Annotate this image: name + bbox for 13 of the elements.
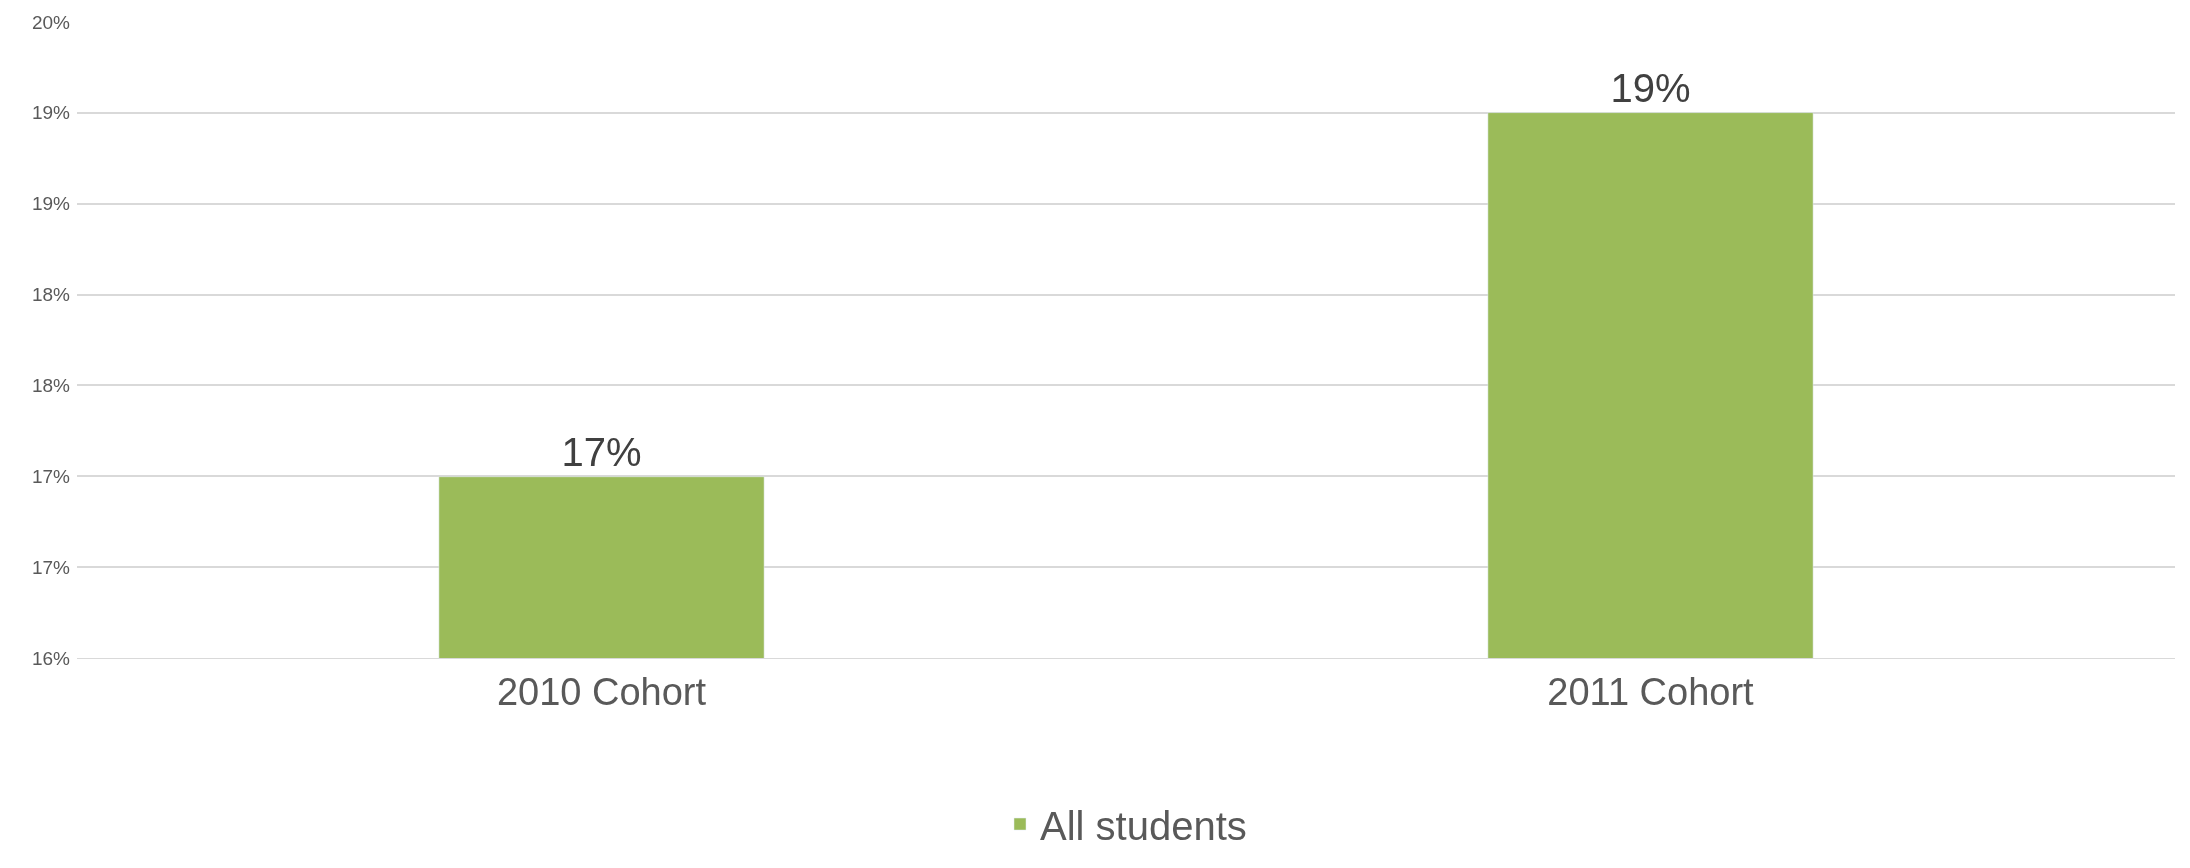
legend-label: All students (1040, 803, 1247, 848)
x-tick-label: 2010 Cohort (496, 670, 707, 713)
y-tick-label: 16% (31, 647, 71, 669)
y-tick-label: 19% (31, 193, 71, 215)
y-tick-label: 19% (31, 102, 71, 124)
y-tick-label: 17% (31, 465, 71, 487)
y-tick-label: 20% (31, 11, 71, 33)
x-tick-label: 2011 Cohort (1547, 670, 1755, 713)
y-tick-label: 17% (31, 556, 71, 578)
y-tick-label: 18% (31, 284, 71, 306)
data-label: 17% (561, 429, 642, 474)
data-label: 19% (1610, 65, 1691, 110)
y-tick-label: 18% (31, 375, 71, 397)
